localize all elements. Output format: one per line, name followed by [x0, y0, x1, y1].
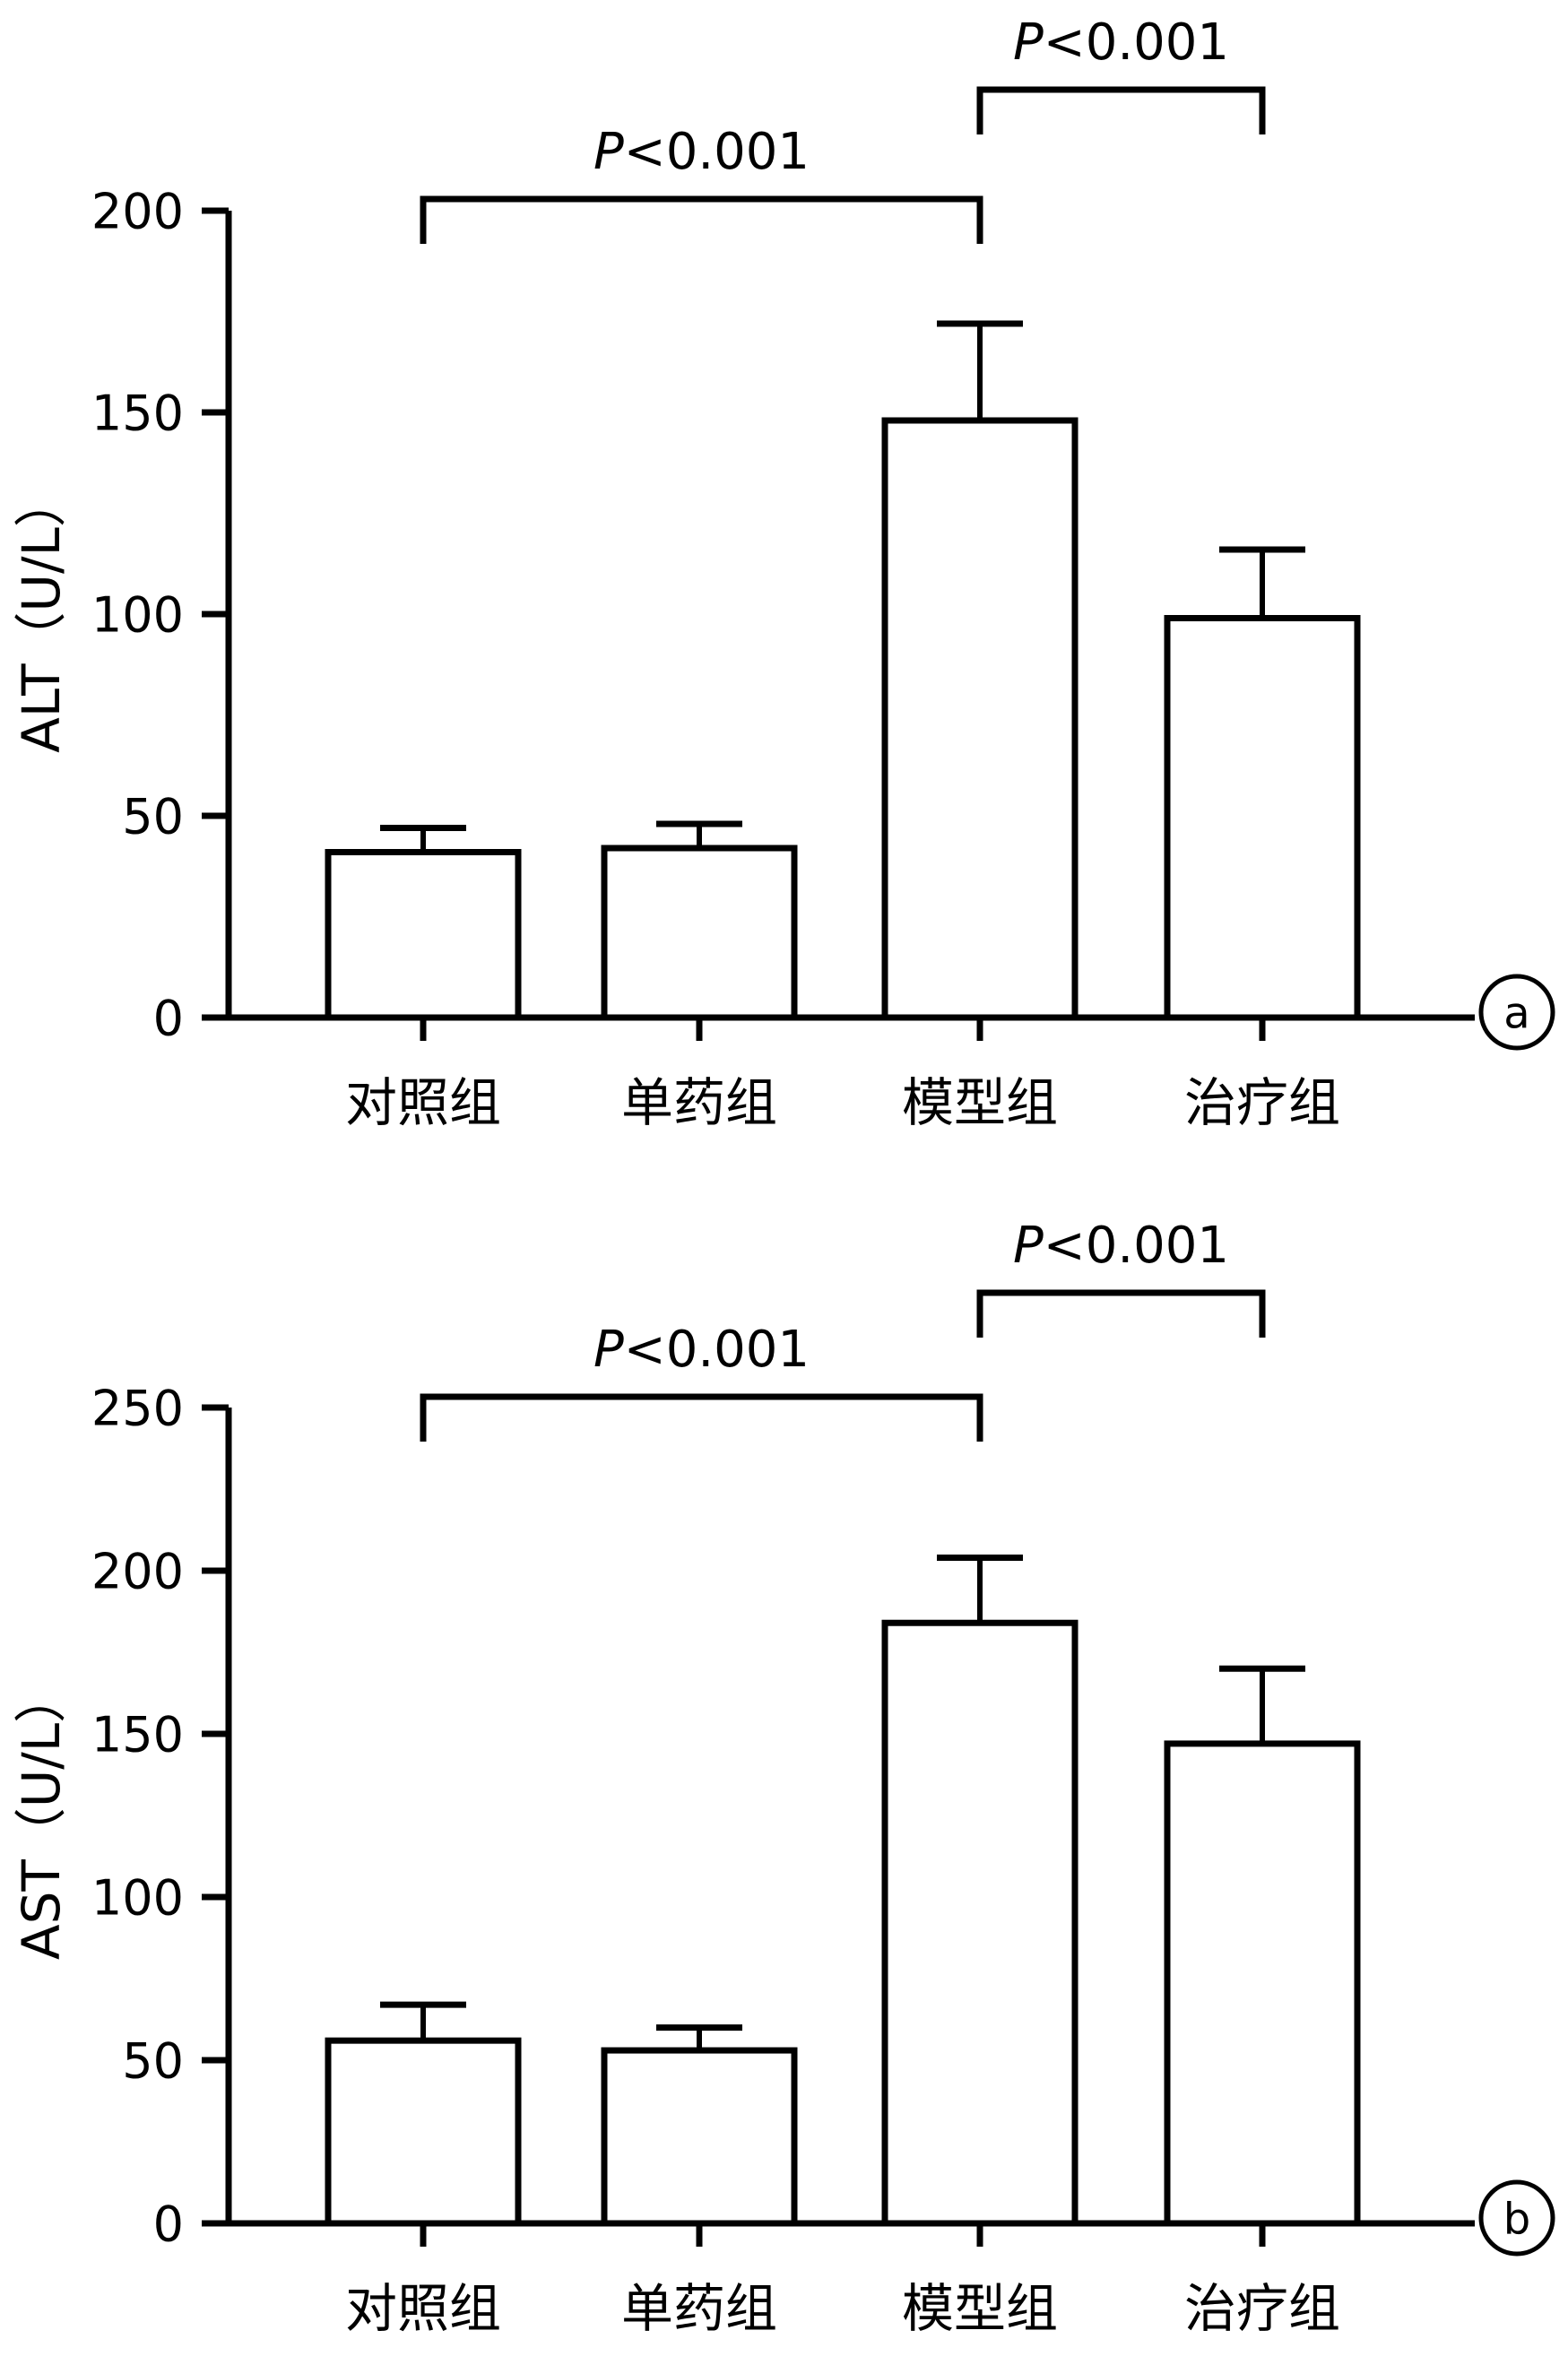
y-tick-label: 100 [91, 586, 184, 643]
bar-3 [1164, 615, 1361, 1021]
panel-label: a [1503, 988, 1529, 1038]
significance-label-0: P<0.001 [593, 123, 810, 181]
bar-1 [601, 845, 798, 1021]
y-axis-title: AST（U/L） [11, 1671, 72, 1960]
category-label-3: 治疗组 [1184, 1072, 1340, 1133]
significance-bracket-0 [420, 1393, 983, 1442]
category-label-0: 对照组 [345, 1072, 501, 1133]
y-tick-label: 100 [91, 1869, 184, 1926]
y-tick-label: 150 [91, 1706, 184, 1763]
alt-bar-chart: 0 50 100 150 200 ALT（U/L） 对照组 单药组 模型组 治疗组 P<0.001 P… [11, 13, 1555, 1133]
category-label-2: 模型组 [902, 2278, 1058, 2339]
bar-2 [881, 417, 1079, 1021]
bar-0 [325, 2037, 522, 2227]
bar-1 [601, 2047, 798, 2227]
category-label-2: 模型组 [902, 1072, 1058, 1133]
category-label-0: 对照组 [345, 2278, 501, 2339]
y-tick-label: 50 [122, 2032, 184, 2089]
alt-panel: 0 50 100 150 200 ALT（U/L） 对照组 单药组 模型组 治疗组 P<0.001 P… [0, 0, 1568, 1182]
panel-label: b [1503, 2194, 1530, 2244]
category-label-3: 治疗组 [1184, 2278, 1340, 2339]
significance-bracket-1 [976, 86, 1266, 134]
y-tick-label: 250 [91, 1380, 184, 1436]
significance-label-1: P<0.001 [1013, 1217, 1229, 1275]
category-label-1: 单药组 [621, 1072, 777, 1133]
y-tick-label: 50 [122, 788, 184, 845]
y-tick-label: 200 [91, 1543, 184, 1599]
y-tick-label: 0 [153, 2196, 184, 2252]
panel-label-circle [1478, 974, 1555, 1051]
significance-bracket-1 [976, 1289, 1266, 1338]
y-tick-label: 150 [91, 385, 184, 441]
ast-bar-chart: 0 50 100 150 200 250 AST（U/L） 对照组 单药组 模型组 治疗组 P<0.0… [11, 1217, 1555, 2339]
y-tick-label: 0 [153, 990, 184, 1046]
y-tick-label: 200 [91, 183, 184, 239]
significance-label-0: P<0.001 [593, 1321, 810, 1379]
panel-label-circle [1478, 2179, 1555, 2257]
bar-0 [325, 849, 522, 1021]
significance-bracket-0 [420, 195, 983, 244]
ast-panel: 0 50 100 150 200 250 AST（U/L） 对照组 单药组 模型组 治疗组 P<0.0… [0, 1182, 1568, 2365]
significance-label-1: P<0.001 [1013, 13, 1229, 72]
y-axis-title: ALT（U/L） [11, 475, 72, 753]
bar-3 [1164, 1740, 1361, 2227]
bar-2 [881, 1619, 1079, 2227]
category-label-1: 单药组 [621, 2278, 777, 2339]
